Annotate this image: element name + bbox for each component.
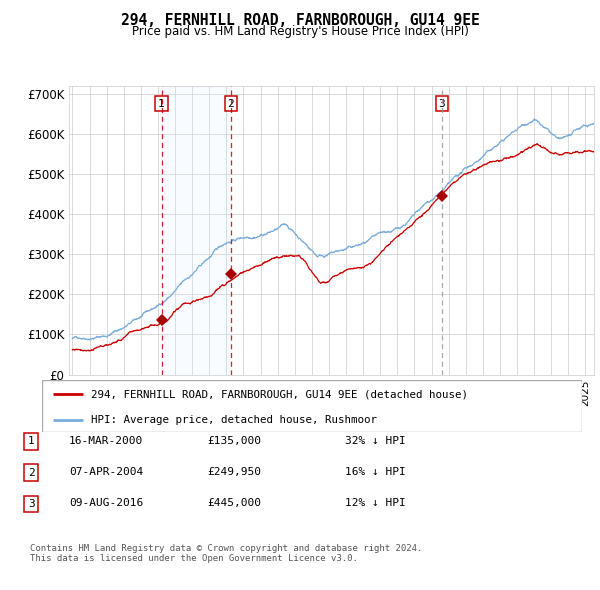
Text: 16-MAR-2000: 16-MAR-2000	[69, 436, 143, 445]
Text: HPI: Average price, detached house, Rushmoor: HPI: Average price, detached house, Rush…	[91, 415, 377, 425]
Text: 12% ↓ HPI: 12% ↓ HPI	[345, 499, 406, 508]
Text: 294, FERNHILL ROAD, FARNBOROUGH, GU14 9EE: 294, FERNHILL ROAD, FARNBOROUGH, GU14 9E…	[121, 13, 479, 28]
Text: 07-APR-2004: 07-APR-2004	[69, 467, 143, 477]
Text: £249,950: £249,950	[207, 467, 261, 477]
Text: 3: 3	[439, 99, 445, 109]
Text: 2: 2	[227, 99, 235, 109]
Text: 1: 1	[158, 99, 165, 109]
Text: 294, FERNHILL ROAD, FARNBOROUGH, GU14 9EE (detached house): 294, FERNHILL ROAD, FARNBOROUGH, GU14 9E…	[91, 389, 467, 399]
Bar	[161, 86, 231, 375]
Text: 32% ↓ HPI: 32% ↓ HPI	[345, 436, 406, 445]
Text: 16% ↓ HPI: 16% ↓ HPI	[345, 467, 406, 477]
Text: 1: 1	[28, 437, 35, 446]
Text: 09-AUG-2016: 09-AUG-2016	[69, 499, 143, 508]
Text: Price paid vs. HM Land Registry's House Price Index (HPI): Price paid vs. HM Land Registry's House …	[131, 25, 469, 38]
Text: This data is licensed under the Open Government Licence v3.0.: This data is licensed under the Open Gov…	[30, 554, 358, 563]
Text: £135,000: £135,000	[207, 436, 261, 445]
Text: £445,000: £445,000	[207, 499, 261, 508]
Text: Contains HM Land Registry data © Crown copyright and database right 2024.: Contains HM Land Registry data © Crown c…	[30, 545, 422, 553]
Text: 2: 2	[28, 468, 35, 477]
Text: 3: 3	[28, 499, 35, 509]
